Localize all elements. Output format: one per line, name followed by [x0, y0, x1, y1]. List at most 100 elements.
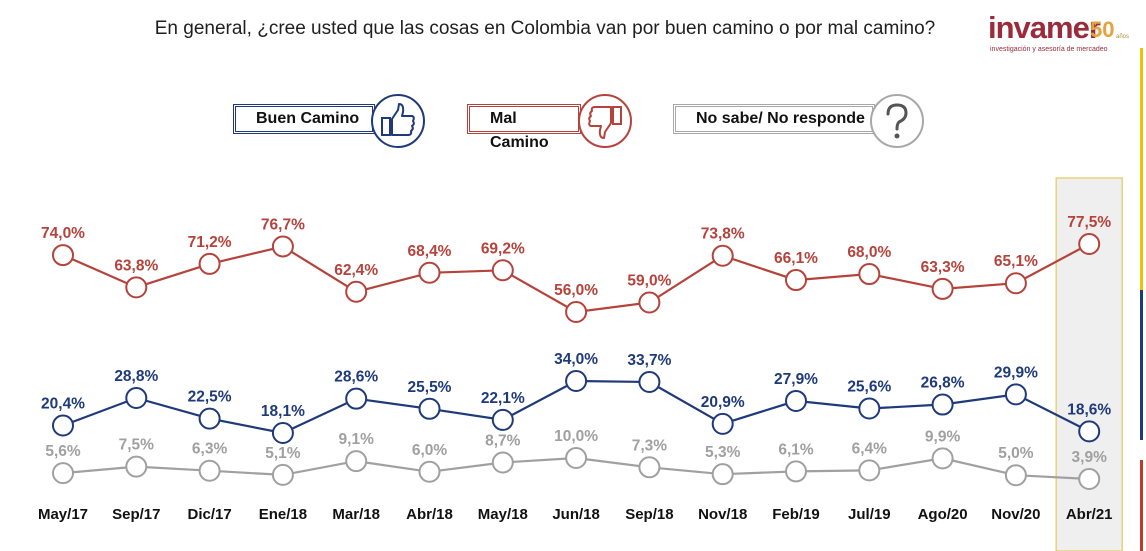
data-point-mal-camino: [1004, 272, 1027, 295]
x-tick-label: Mar/18: [332, 506, 380, 523]
data-label-no-sabe: 7,3%: [632, 437, 668, 454]
logo-anios: años: [1116, 34, 1130, 40]
data-point-buen-camino: [858, 397, 881, 420]
x-tick-label: Sep/17: [112, 506, 160, 523]
data-label-mal-camino: 76,7%: [261, 217, 305, 234]
x-tick-label: May/18: [478, 506, 528, 523]
x-tick-label: Dic/17: [187, 506, 231, 523]
data-point-mal-camino: [565, 301, 588, 323]
data-label-mal-camino: 66,1%: [774, 250, 818, 267]
data-point-no-sabe: [491, 451, 514, 474]
legend-mal-camino: Mal Camino: [467, 104, 581, 151]
data-label-mal-camino: 56,0%: [554, 282, 598, 299]
x-tick-label: Jul/19: [848, 506, 891, 523]
data-point-mal-camino: [125, 276, 148, 299]
data-point-no-sabe: [858, 459, 881, 482]
data-label-mal-camino: 73,8%: [701, 226, 745, 243]
data-point-buen-camino: [565, 370, 588, 392]
x-tick-label: May/17: [38, 506, 88, 523]
data-point-buen-camino: [198, 407, 221, 430]
data-point-mal-camino: [711, 244, 734, 267]
data-label-no-sabe: 8,7%: [485, 432, 521, 449]
data-label-buen-camino: 20,4%: [41, 395, 85, 412]
logo-tagline: investigación y asesoría de mercadeo: [990, 46, 1108, 53]
x-tick-label: Ago/20: [918, 506, 968, 523]
data-label-mal-camino: 74,0%: [41, 225, 85, 242]
data-label-mal-camino: 77,5%: [1067, 214, 1111, 231]
data-label-no-sabe: 6,4%: [852, 440, 888, 457]
data-label-buen-camino: 27,9%: [774, 371, 818, 388]
data-label-buen-camino: 25,6%: [847, 378, 891, 395]
data-point-buen-camino: [345, 387, 368, 410]
data-label-buen-camino: 28,6%: [334, 369, 378, 386]
data-label-buen-camino: 33,7%: [627, 352, 671, 369]
legend-buen-label: Buen Camino: [256, 110, 360, 127]
data-point-no-sabe: [711, 463, 734, 486]
data-label-no-sabe: 3,9%: [1072, 449, 1108, 466]
x-tick-label: Abr/21: [1066, 506, 1113, 523]
x-tick-label: Abr/18: [406, 506, 453, 523]
data-label-no-sabe: 7,5%: [119, 437, 155, 454]
data-label-no-sabe: 6,3%: [192, 441, 228, 458]
data-label-mal-camino: 59,0%: [627, 273, 671, 290]
side-bar-red: [1140, 460, 1143, 551]
data-point-no-sabe: [125, 455, 148, 478]
data-label-no-sabe: 9,9%: [925, 428, 961, 445]
data-point-buen-camino: [271, 422, 294, 444]
data-label-no-sabe: 5,0%: [998, 445, 1034, 462]
data-label-mal-camino: 63,3%: [921, 259, 965, 276]
data-point-no-sabe: [418, 460, 441, 483]
data-point-buen-camino: [711, 412, 734, 435]
data-point-mal-camino: [271, 235, 294, 258]
data-label-buen-camino: 26,8%: [921, 375, 965, 392]
data-label-mal-camino: 63,8%: [114, 257, 158, 274]
data-label-mal-camino: 68,4%: [408, 243, 452, 260]
data-point-no-sabe: [345, 450, 368, 473]
data-label-no-sabe: 5,3%: [705, 444, 741, 461]
data-label-buen-camino: 29,9%: [994, 364, 1038, 381]
x-tick-label: Ene/18: [259, 506, 307, 523]
legend-buen-camino: Buen Camino: [233, 104, 375, 134]
data-label-no-sabe: 6,0%: [412, 442, 448, 459]
data-label-mal-camino: 68,0%: [847, 244, 891, 261]
data-point-mal-camino: [345, 280, 368, 303]
data-point-no-sabe: [271, 463, 294, 486]
data-point-buen-camino: [1004, 383, 1027, 406]
data-label-mal-camino: 69,2%: [481, 240, 525, 257]
data-label-buen-camino: 22,1%: [481, 390, 525, 407]
data-label-no-sabe: 5,1%: [265, 445, 301, 462]
data-point-mal-camino: [638, 291, 661, 314]
data-label-buen-camino: 28,8%: [114, 368, 158, 385]
data-point-buen-camino: [52, 414, 74, 437]
x-tick-label: Sep/18: [625, 506, 673, 523]
data-point-no-sabe: [565, 447, 588, 469]
data-point-buen-camino: [1078, 420, 1101, 443]
data-label-buen-camino: 18,6%: [1067, 401, 1111, 418]
data-label-no-sabe: 10,0%: [554, 428, 598, 445]
data-point-no-sabe: [931, 447, 954, 470]
data-label-buen-camino: 34,0%: [554, 351, 598, 368]
data-point-mal-camino: [931, 277, 954, 300]
data-point-no-sabe: [785, 460, 807, 483]
data-point-buen-camino: [638, 370, 661, 393]
data-point-mal-camino: [418, 261, 441, 284]
thumbs-down-icon: [576, 92, 634, 150]
data-label-buen-camino: 22,5%: [188, 389, 232, 406]
data-point-mal-camino: [491, 259, 514, 282]
logo-fifty: 50: [1090, 17, 1115, 42]
question-mark-icon: [868, 92, 926, 150]
logo-wordmark: invamer: [988, 10, 1101, 45]
data-point-no-sabe: [1078, 468, 1101, 490]
legend-mal-label: Mal Camino: [490, 110, 549, 151]
chart-title: En general, ¿cree usted que las cosas en…: [154, 18, 936, 39]
x-tick-label: Jun/18: [552, 506, 600, 523]
data-label-no-sabe: 6,1%: [778, 441, 814, 458]
data-label-no-sabe: 5,6%: [45, 443, 81, 460]
data-label-mal-camino: 71,2%: [188, 234, 232, 251]
data-point-mal-camino: [52, 244, 74, 267]
data-point-buen-camino: [491, 408, 514, 431]
x-tick-label: Nov/18: [698, 506, 747, 523]
x-tick-label: Nov/20: [991, 506, 1040, 523]
data-point-mal-camino: [858, 263, 881, 286]
